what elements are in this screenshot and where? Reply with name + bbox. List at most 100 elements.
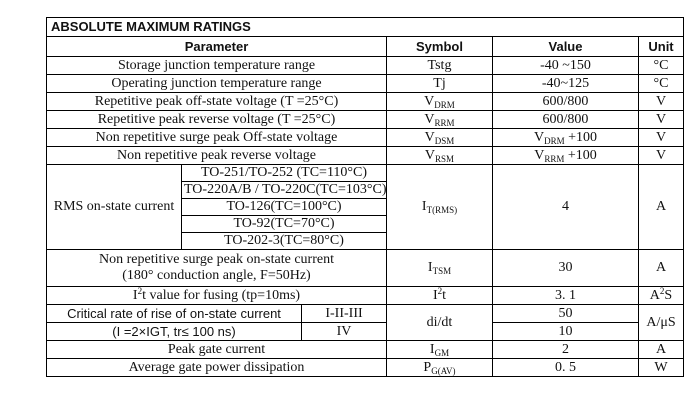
unit-cell: V xyxy=(638,146,684,165)
symbol-sub: T(RMS) xyxy=(426,205,458,215)
unit-cell: V xyxy=(638,128,684,147)
symbol-main: V xyxy=(424,111,435,127)
symbol-cell: ITSM xyxy=(386,249,493,287)
value-cell: 600/800 xyxy=(492,92,639,111)
package-cell: TO-220A/B / TO-220C(TC=103°C) xyxy=(181,181,387,199)
symbol-main: I xyxy=(429,341,435,357)
symbol-cell: IT(RMS) xyxy=(386,164,493,250)
unit-cell: °C xyxy=(638,74,684,93)
unit-post: S xyxy=(664,287,673,303)
value-tail: +100 xyxy=(564,129,598,145)
param-cell: I2t value for fusing (tp=10ms) xyxy=(46,286,387,305)
symbol-main: I xyxy=(427,260,433,275)
table-row: Non repetitive surge peak Off-state volt… xyxy=(46,128,684,147)
table-row: Peak gate current IGM 2 A xyxy=(46,340,684,359)
symbol-cell: Tstg xyxy=(386,56,493,75)
table-row: TO-92(TC=70°C) xyxy=(47,215,684,233)
table-row: (I =2×IGT, tr≤ 100 ns) IV 10 xyxy=(46,322,684,341)
package-cell: TO-92(TC=70°C) xyxy=(181,215,387,233)
param-cell: Repetitive peak reverse voltage (T =25°C… xyxy=(46,110,387,129)
table-row: Critical rate of rise of on-state curren… xyxy=(46,304,684,341)
symbol-post: t xyxy=(442,287,447,303)
value-cell: 10 xyxy=(492,322,639,341)
unit-cell: A xyxy=(638,164,684,250)
symbol-cell: I2t xyxy=(386,286,493,305)
param-line-1: Non repetitive surge peak on-state curre… xyxy=(99,252,334,267)
symbol-cell: VDRM xyxy=(386,92,493,111)
header-parameter: Parameter xyxy=(46,36,387,57)
unit-cell: W xyxy=(638,358,684,377)
value-cell: 3. 1 xyxy=(492,286,639,305)
param-sup: 2 xyxy=(137,286,143,296)
unit-cell: V xyxy=(638,92,684,111)
header-value: Value xyxy=(492,36,639,57)
value-cell: VDRM +100 xyxy=(492,128,639,147)
unit-cell: °C xyxy=(638,56,684,75)
symbol-main: V xyxy=(424,93,435,109)
value-cell: 0. 5 xyxy=(492,358,639,377)
symbol-sub: TSM xyxy=(432,266,452,276)
symbol-main: P xyxy=(423,359,432,375)
symbol-main: V xyxy=(424,129,435,145)
unit-cell: A/μS xyxy=(638,304,684,341)
param-cell: Storage junction temperature range xyxy=(46,56,387,75)
symbol-cell: VRSM xyxy=(386,146,493,165)
value-cell: -40 ~150 xyxy=(492,56,639,75)
symbol-cell: di/dt xyxy=(386,304,493,341)
param-cell: Non repetitive surge peak Off-state volt… xyxy=(46,128,387,147)
table-title: ABSOLUTE MAXIMUM RATINGS xyxy=(46,17,684,37)
symbol-sup: 2 xyxy=(437,286,443,296)
param-cell: Non repetitive peak reverse voltage xyxy=(46,146,387,165)
value-cell: 2 xyxy=(492,340,639,359)
symbol-cell: Tj xyxy=(386,74,493,93)
package-cell: TO-251/TO-252 (TC=110°C) xyxy=(181,164,387,182)
table-row: Storage junction temperature range Tstg … xyxy=(46,56,684,75)
symbol-pre: I xyxy=(432,287,438,303)
param-cell: Peak gate current xyxy=(46,340,387,359)
symbol-cell: VDSM xyxy=(386,128,493,147)
value-sub: RRM xyxy=(544,153,565,164)
unit-cell: V xyxy=(638,110,684,129)
unit-pre: A xyxy=(649,287,660,303)
quadrant-cell: I-II-III xyxy=(301,304,387,323)
header-unit: Unit xyxy=(638,36,684,57)
unit-cell: A2S xyxy=(638,286,684,305)
value-cell: VRRM +100 xyxy=(492,146,639,165)
symbol-sub: RRM xyxy=(434,117,455,128)
symbol-sub: G(AV) xyxy=(431,365,456,376)
ratings-table-container: ABSOLUTE MAXIMUM RATINGS Parameter Symbo… xyxy=(46,17,684,377)
value-cell: -40~125 xyxy=(492,74,639,93)
param-cell: Non repetitive surge peak on-state curre… xyxy=(46,249,387,287)
unit-cell: A xyxy=(638,340,684,359)
header-symbol: Symbol xyxy=(386,36,493,57)
symbol-cell: PG(AV) xyxy=(386,358,493,377)
param-line-2: (180° conduction angle, F=50Hz) xyxy=(122,268,311,283)
table-row: TO-202-3(TC=80°C) xyxy=(47,232,684,250)
table-row: Operating junction temperature range Tj … xyxy=(46,74,684,93)
symbol-sub: DSM xyxy=(434,135,455,146)
symbol-sub: RSM xyxy=(435,153,455,164)
symbol-cell: IGM xyxy=(386,340,493,359)
value-cell: 30 xyxy=(492,249,639,287)
value-cell: 4 xyxy=(492,164,639,250)
symbol-sub: GM xyxy=(434,347,450,358)
value-main: V xyxy=(534,147,545,163)
symbol-cell: VRRM xyxy=(386,110,493,129)
value-tail: +100 xyxy=(564,147,597,163)
package-cell: TO-126(TC=100°C) xyxy=(181,198,387,216)
unit-cell: A xyxy=(638,249,684,287)
unit-sup: 2 xyxy=(659,286,665,296)
quadrant-cell: IV xyxy=(301,322,387,341)
param-cell: (I =2×IGT, tr≤ 100 ns) xyxy=(46,322,302,341)
symbol-main: I xyxy=(421,199,427,214)
absolute-maximum-ratings-table: ABSOLUTE MAXIMUM RATINGS Parameter Symbo… xyxy=(46,17,684,377)
value-cell: 600/800 xyxy=(492,110,639,129)
param-post: t value for fusing (tp=10ms) xyxy=(142,287,301,303)
param-pre: I xyxy=(132,287,138,303)
table-row: Average gate power dissipation PG(AV) 0.… xyxy=(46,358,684,377)
value-main: V xyxy=(533,129,545,145)
symbol-main: V xyxy=(424,147,436,163)
table-row: Repetitive peak reverse voltage (T =25°C… xyxy=(46,110,684,129)
package-cell: TO-202-3(TC=80°C) xyxy=(181,232,387,250)
symbol-sub: DRM xyxy=(434,99,455,110)
